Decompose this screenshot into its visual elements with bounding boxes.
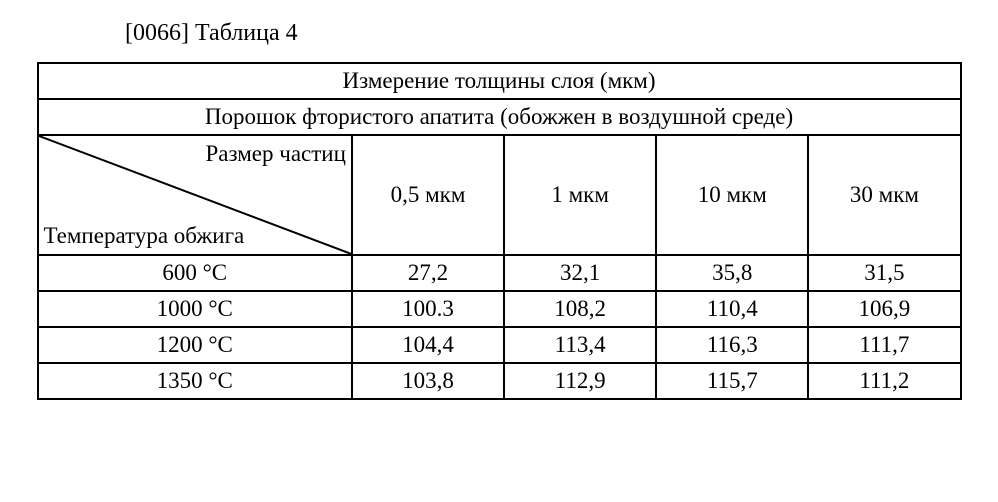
table-header-row: Размер частиц Температура обжига 0,5 мкм… [38, 135, 961, 255]
table-caption: [0066] Таблица 4 [125, 20, 968, 47]
col-header: 1 мкм [504, 135, 656, 255]
data-cell: 100.3 [352, 291, 504, 327]
data-cell: 31,5 [808, 255, 960, 291]
row-header: 1350 °C [38, 363, 352, 399]
data-cell: 116,3 [656, 327, 808, 363]
data-cell: 112,9 [504, 363, 656, 399]
row-header: 600 °C [38, 255, 352, 291]
data-cell: 110,4 [656, 291, 808, 327]
data-cell: 35,8 [656, 255, 808, 291]
diagonal-bottom-label: Температура обжига [44, 223, 245, 249]
diagonal-top-label: Размер частиц [205, 141, 345, 167]
data-cell: 113,4 [504, 327, 656, 363]
col-header: 30 мкм [808, 135, 960, 255]
data-cell: 103,8 [352, 363, 504, 399]
table-subtitle-row: Порошок фтористого апатита (обожжен в во… [38, 99, 961, 135]
col-header: 0,5 мкм [352, 135, 504, 255]
table-row: 1350 °C 103,8 112,9 115,7 111,2 [38, 363, 961, 399]
table-row: 1000 °C 100.3 108,2 110,4 106,9 [38, 291, 961, 327]
data-cell: 108,2 [504, 291, 656, 327]
col-header: 10 мкм [656, 135, 808, 255]
table-subtitle: Порошок фтористого апатита (обожжен в во… [38, 99, 961, 135]
data-table: Измерение толщины слоя (мкм) Порошок фто… [37, 62, 962, 400]
data-cell: 32,1 [504, 255, 656, 291]
table-title-row: Измерение толщины слоя (мкм) [38, 63, 961, 99]
data-cell: 104,4 [352, 327, 504, 363]
table-row: 1200 °C 104,4 113,4 116,3 111,7 [38, 327, 961, 363]
data-cell: 27,2 [352, 255, 504, 291]
table-row: 600 °C 27,2 32,1 35,8 31,5 [38, 255, 961, 291]
data-cell: 111,7 [808, 327, 960, 363]
table-title: Измерение толщины слоя (мкм) [38, 63, 961, 99]
data-cell: 106,9 [808, 291, 960, 327]
data-cell: 115,7 [656, 363, 808, 399]
row-header: 1200 °C [38, 327, 352, 363]
diagonal-header-cell: Размер частиц Температура обжига [38, 135, 352, 255]
row-header: 1000 °C [38, 291, 352, 327]
data-cell: 111,2 [808, 363, 960, 399]
